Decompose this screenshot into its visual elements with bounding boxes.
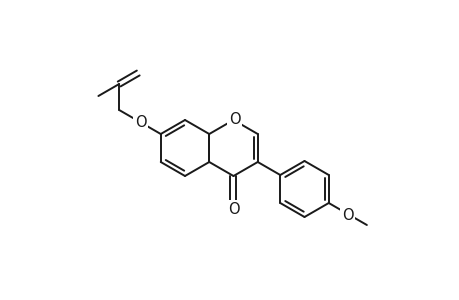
Text: O: O — [228, 112, 240, 127]
Text: O: O — [341, 208, 353, 223]
Text: O: O — [227, 202, 239, 217]
Text: O: O — [134, 115, 146, 130]
